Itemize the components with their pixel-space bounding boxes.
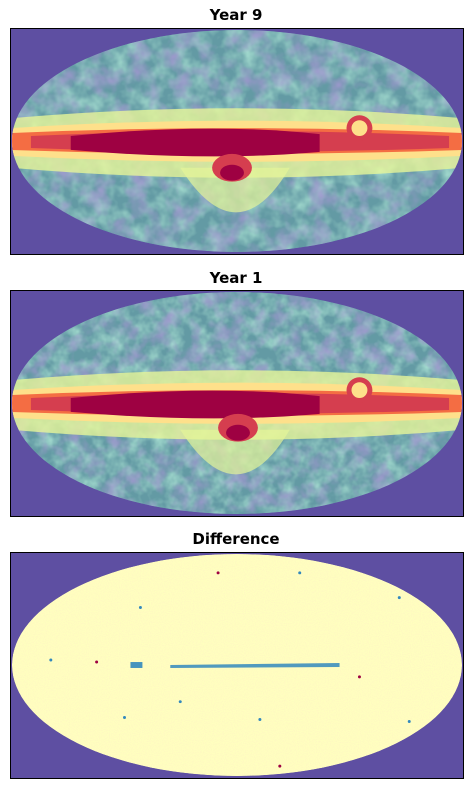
panel-title-difference: Difference [192, 530, 280, 548]
skymap-year1-image [11, 291, 463, 515]
panel-title-year9: Year 9 [209, 6, 263, 24]
skymap-year9 [10, 28, 464, 255]
skymap-difference-image [11, 553, 463, 777]
skymap-year1 [10, 290, 464, 517]
skymap-year9-image [11, 29, 463, 253]
skymap-difference [10, 552, 464, 779]
panel-title-year1: Year 1 [209, 269, 263, 287]
